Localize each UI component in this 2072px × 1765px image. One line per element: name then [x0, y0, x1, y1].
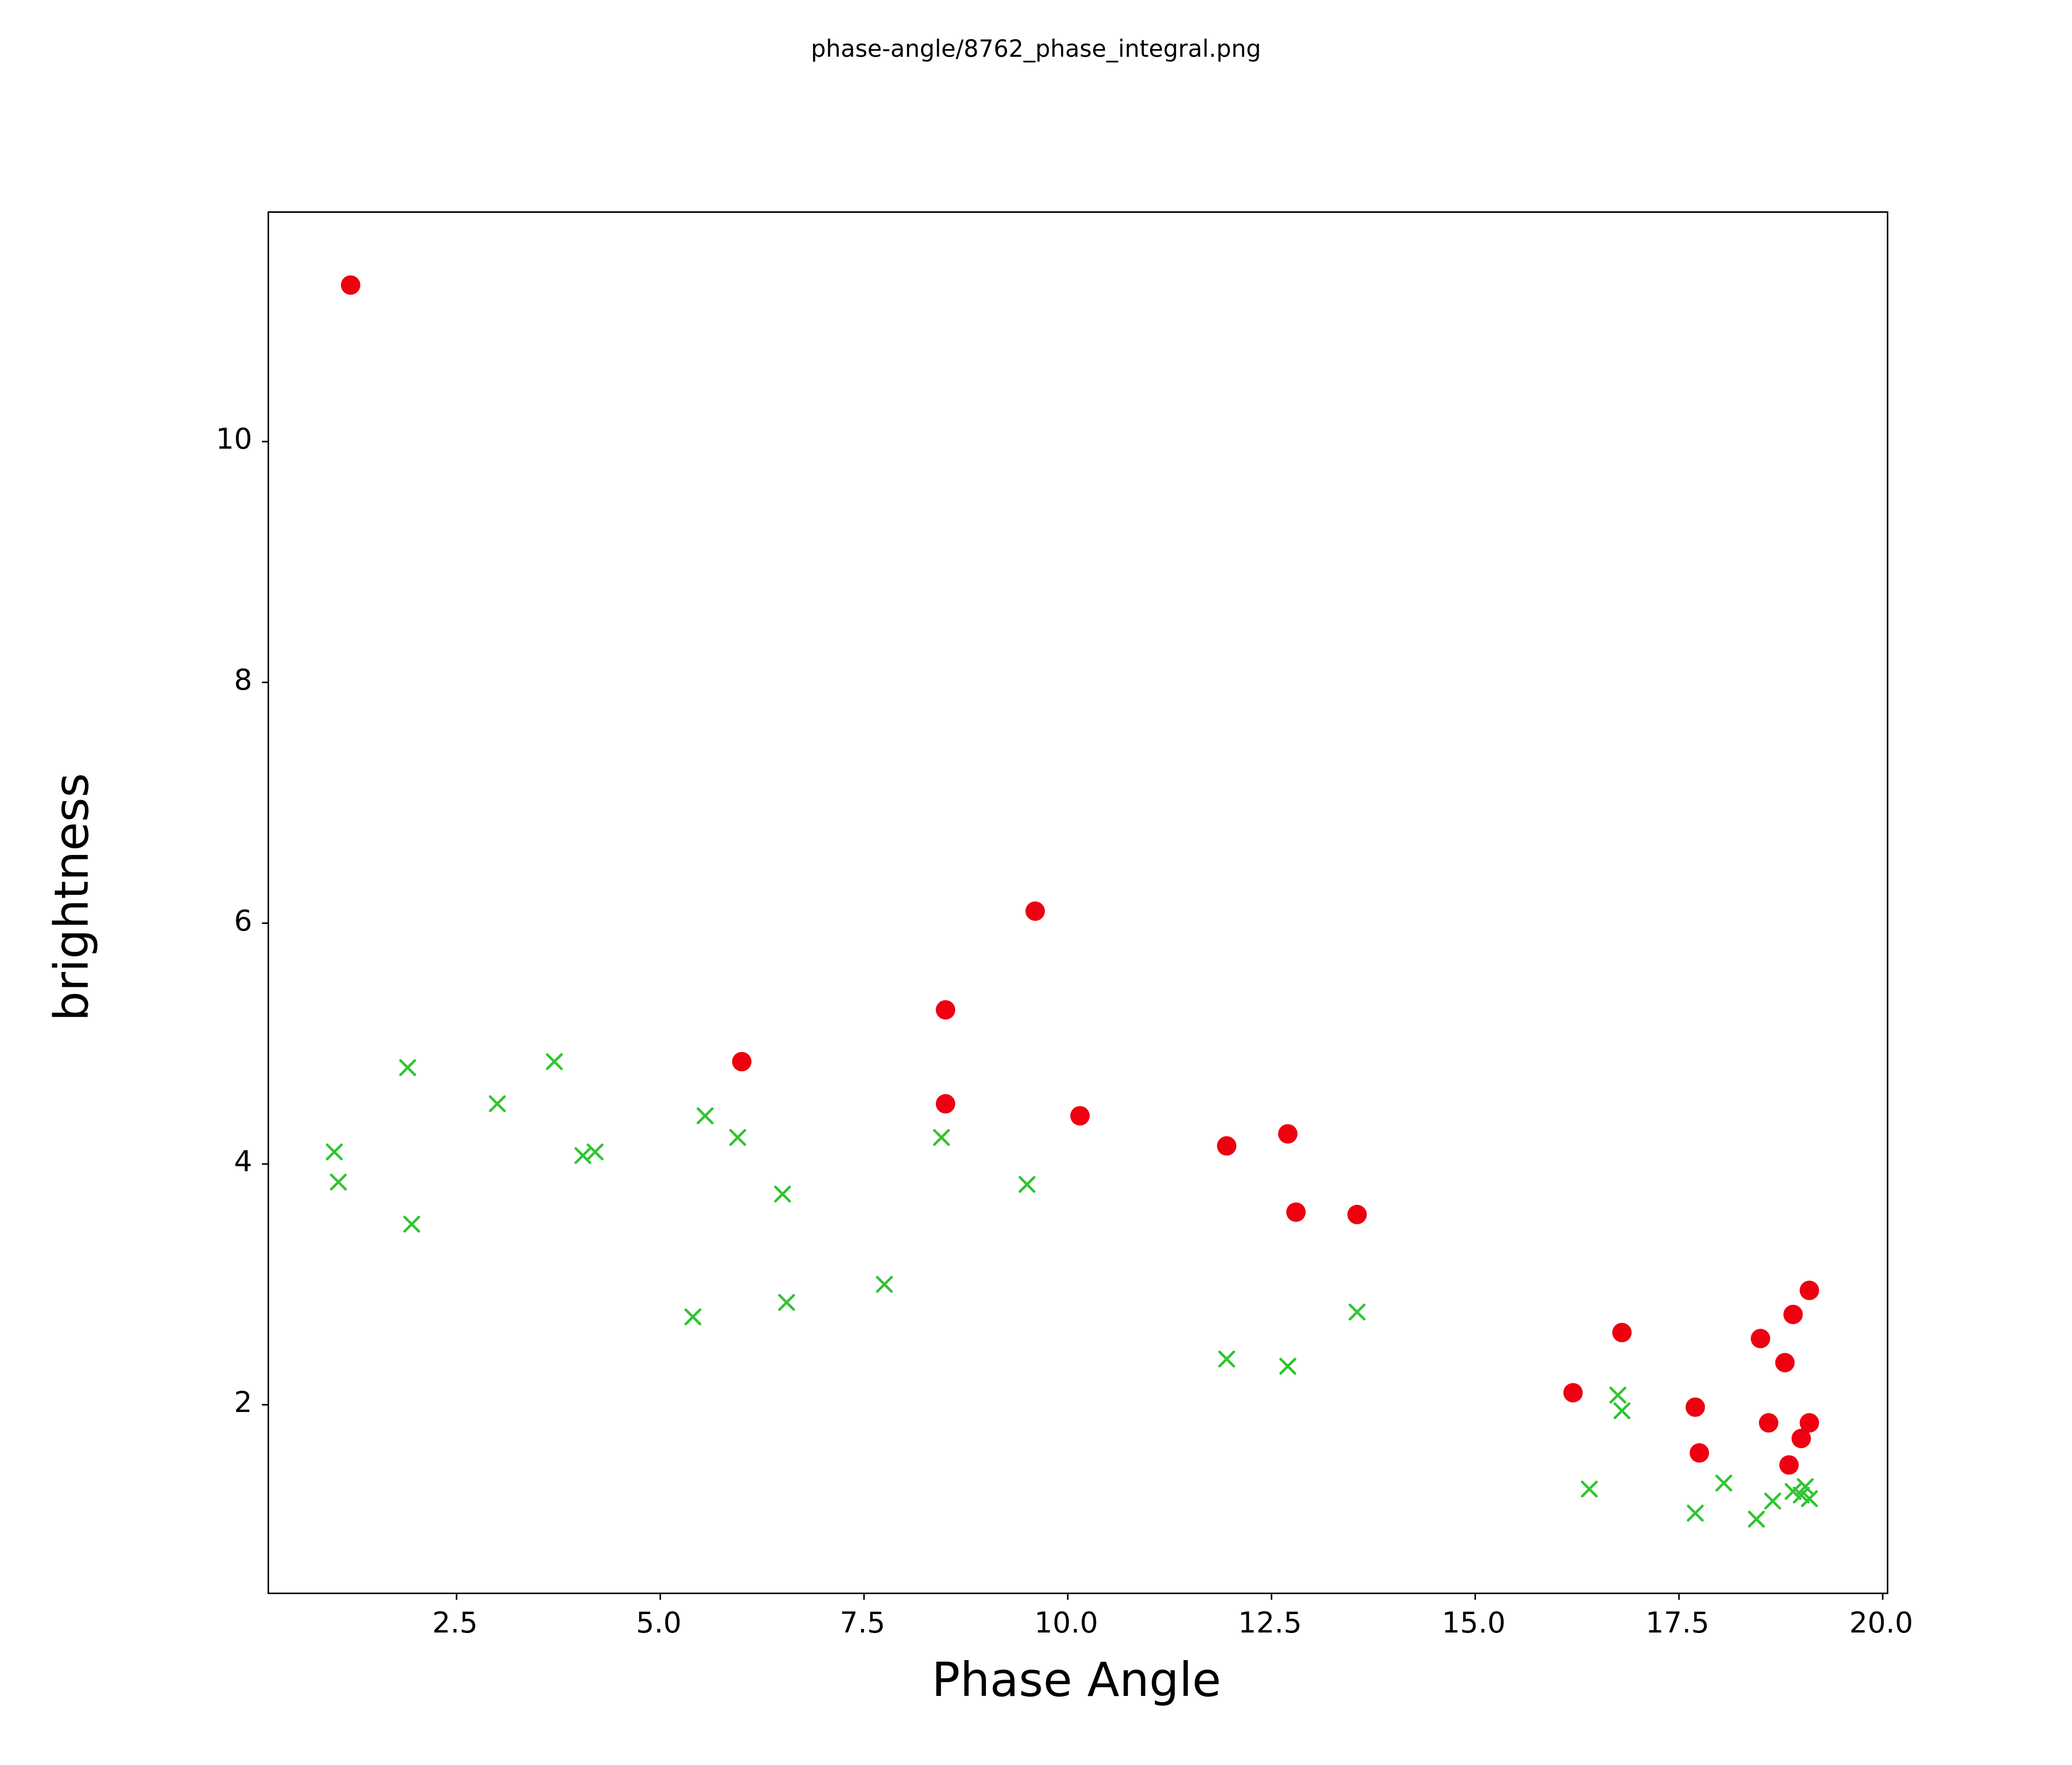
data-point-circle: [1563, 1383, 1583, 1403]
data-point-x: [684, 1308, 701, 1326]
data-point-x: [1793, 1486, 1810, 1504]
plot-area: [262, 211, 1888, 1600]
data-point-circle: [1783, 1305, 1803, 1325]
data-point-circle: [1759, 1413, 1779, 1433]
data-point-x: [1687, 1505, 1704, 1522]
data-point-x: [1609, 1386, 1626, 1404]
x-axis-label: Phase Angle: [932, 1652, 1221, 1707]
data-point-x: [403, 1216, 421, 1233]
data-point-circle: [1025, 901, 1045, 921]
data-point-x: [933, 1129, 950, 1146]
y-tick-label: 6: [234, 904, 252, 938]
data-point-x: [574, 1147, 591, 1164]
y-tick-label: 8: [234, 663, 252, 697]
data-point-circle: [732, 1052, 752, 1072]
y-tick-label: 10: [215, 423, 252, 456]
data-point-x: [489, 1095, 506, 1113]
data-point-x: [778, 1294, 796, 1311]
x-tick-label: 5.0: [636, 1606, 682, 1640]
data-point-x: [329, 1173, 347, 1190]
data-point-x: [1784, 1483, 1802, 1500]
data-point-x: [1279, 1358, 1296, 1375]
y-tick-label: 2: [234, 1385, 252, 1419]
data-point-x: [1715, 1474, 1732, 1492]
data-point-x: [876, 1276, 893, 1293]
data-point-x: [1748, 1510, 1765, 1528]
data-point-x: [696, 1107, 714, 1124]
x-tick-label: 20.0: [1849, 1606, 1913, 1640]
data-point-circle: [1612, 1322, 1632, 1342]
data-point-x: [1218, 1350, 1236, 1367]
data-point-x: [1613, 1402, 1630, 1420]
data-point-circle: [936, 1000, 956, 1020]
chart-title: phase-angle/8762_phase_integral.png: [811, 35, 1261, 62]
data-point-circle: [1791, 1428, 1811, 1448]
data-point-circle: [1799, 1413, 1819, 1433]
data-point-circle: [1070, 1106, 1090, 1126]
data-point-circle: [936, 1094, 956, 1114]
data-point-circle: [1286, 1202, 1306, 1222]
x-tick-label: 17.5: [1645, 1606, 1710, 1640]
data-point-circle: [1799, 1281, 1819, 1300]
data-point-circle: [1779, 1455, 1799, 1475]
data-point-circle: [1347, 1205, 1367, 1225]
data-point-x: [1581, 1481, 1598, 1498]
data-point-circle: [1689, 1443, 1709, 1463]
data-point-x: [1801, 1490, 1818, 1507]
data-point-x: [325, 1143, 343, 1161]
x-tick-label: 15.0: [1442, 1606, 1506, 1640]
data-point-circle: [1751, 1329, 1771, 1349]
x-tick-label: 10.0: [1034, 1606, 1098, 1640]
scatter-plot-canvas: [262, 275, 1884, 1600]
x-tick-label: 7.5: [840, 1606, 886, 1640]
data-point-x: [546, 1053, 563, 1070]
data-point-circle: [1685, 1397, 1705, 1417]
data-point-x: [1018, 1176, 1035, 1193]
data-point-x: [729, 1129, 746, 1146]
data-point-x: [1349, 1304, 1366, 1321]
x-tick-label: 12.5: [1238, 1606, 1302, 1640]
data-point-x: [586, 1143, 604, 1161]
data-point-circle: [341, 275, 361, 295]
data-point-x: [1797, 1478, 1814, 1495]
data-point-x: [774, 1185, 791, 1203]
x-tick-label: 2.5: [432, 1606, 478, 1640]
data-point-circle: [1278, 1124, 1298, 1144]
y-tick-label: 4: [234, 1145, 252, 1179]
data-point-x: [399, 1059, 416, 1076]
data-point-circle: [1217, 1136, 1237, 1156]
y-axis-label: brightness: [44, 773, 99, 1022]
data-point-circle: [1775, 1353, 1795, 1373]
data-point-x: [1764, 1492, 1781, 1510]
